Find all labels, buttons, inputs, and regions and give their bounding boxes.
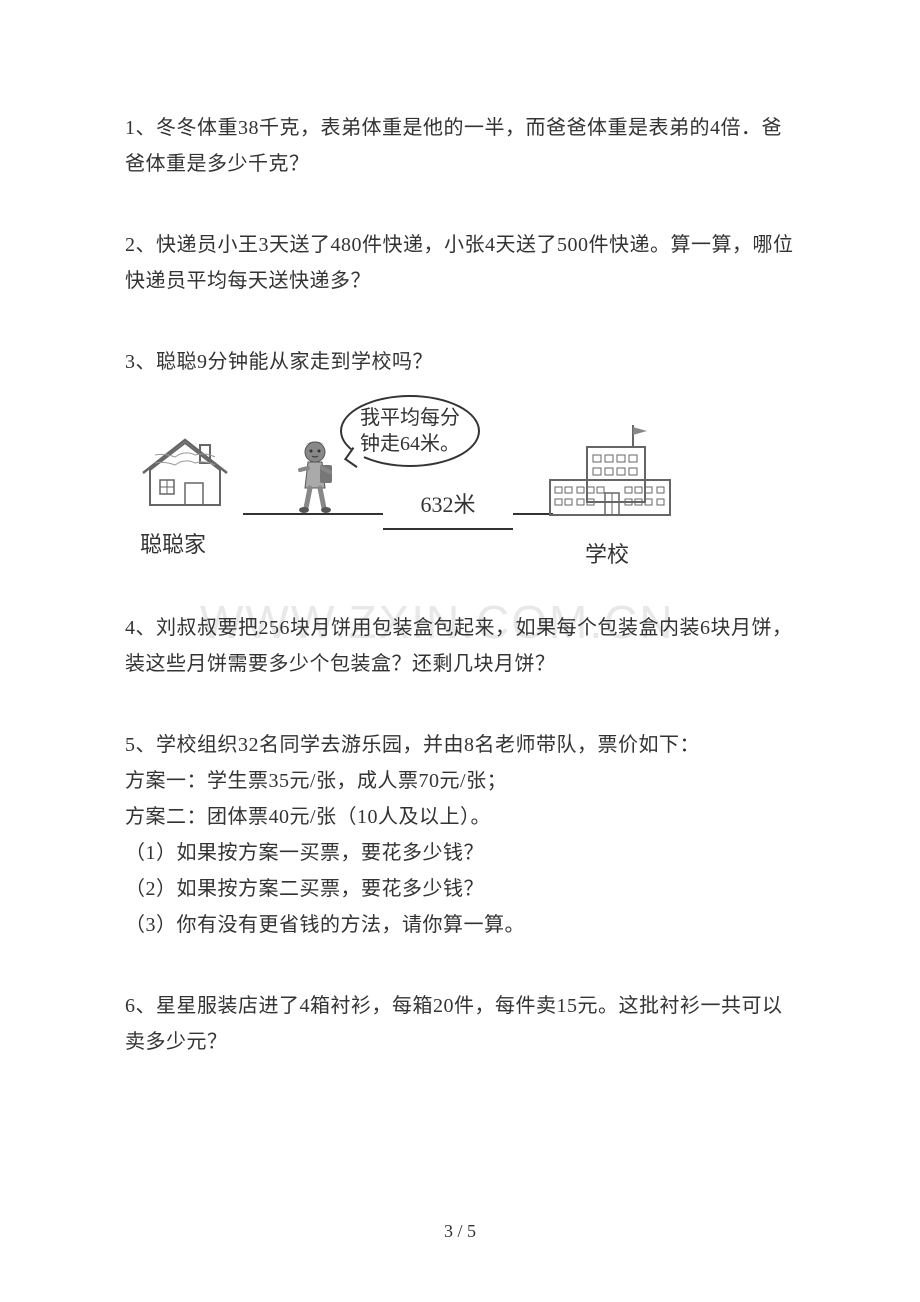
problem-1: 1、冬冬体重38千克，表弟体重是他的一半，而爸爸体重是表弟的4倍．爸爸体重是多少… xyxy=(125,110,795,182)
speech-line-1: 我平均每分 xyxy=(360,405,460,431)
problem-6: 6、星星服装店进了4箱衬衫，每箱20件，每件卖15元。这批衬衫一共可以卖多少元？ xyxy=(125,988,795,1060)
distance-line-left xyxy=(243,513,383,515)
problem-4: 4、刘叔叔要把256块月饼用包装盒包起来，如果每个包装盒内装6块月饼，装这些月饼… xyxy=(125,610,795,682)
problem-6-text: 6、星星服装店进了4箱衬衫，每箱20件，每件卖15元。这批衬衫一共可以卖多少元？ xyxy=(125,988,795,1060)
problem-5-main: 5、学校组织32名同学去游乐园，并由8名老师带队，票价如下： xyxy=(125,727,795,763)
problem-2-text: 2、快递员小王3天送了480件快递，小张4天送了500件快递。算一算，哪位快递员… xyxy=(125,227,795,299)
problem-5-q1: （1）如果按方案一买票，要花多少钱？ xyxy=(125,835,795,871)
school-icon xyxy=(545,425,675,537)
problem-5-plan1: 方案一：学生票35元/张，成人票70元/张； xyxy=(125,763,795,799)
problem-1-text: 1、冬冬体重38千克，表弟体重是他的一半，而爸爸体重是表弟的4倍．爸爸体重是多少… xyxy=(125,110,795,182)
problem-3-text: 3、聪聪9分钟能从家走到学校吗？ xyxy=(125,344,795,380)
problem-3-illustration: 聪聪家 我平均每 xyxy=(125,395,665,565)
problem-5-plan2: 方案二：团体票40元/张（10人及以上）。 xyxy=(125,799,795,835)
speech-line-2: 钟走64米。 xyxy=(360,431,460,457)
house-icon xyxy=(135,435,235,527)
problem-3: 3、聪聪9分钟能从家走到学校吗？ 聪聪家 xyxy=(125,344,795,565)
problem-5-q3: （3）你有没有更省钱的方法，请你算一算。 xyxy=(125,907,795,943)
document-content: 1、冬冬体重38千克，表弟体重是他的一半，而爸爸体重是表弟的4倍．爸爸体重是多少… xyxy=(0,0,920,1060)
problem-5-q2: （2）如果按方案二买票，要花多少钱？ xyxy=(125,871,795,907)
distance-label: 632米 xyxy=(383,485,513,530)
house-label: 聪聪家 xyxy=(140,525,206,565)
problem-5: 5、学校组织32名同学去游乐园，并由8名老师带队，票价如下： 方案一：学生票35… xyxy=(125,727,795,943)
problem-4-text: 4、刘叔叔要把256块月饼用包装盒包起来，如果每个包装盒内装6块月饼，装这些月饼… xyxy=(125,610,795,682)
problem-2: 2、快递员小王3天送了480件快递，小张4天送了500件快递。算一算，哪位快递员… xyxy=(125,227,795,299)
school-label: 学校 xyxy=(585,535,629,575)
page-number: 3 / 5 xyxy=(444,1221,476,1242)
